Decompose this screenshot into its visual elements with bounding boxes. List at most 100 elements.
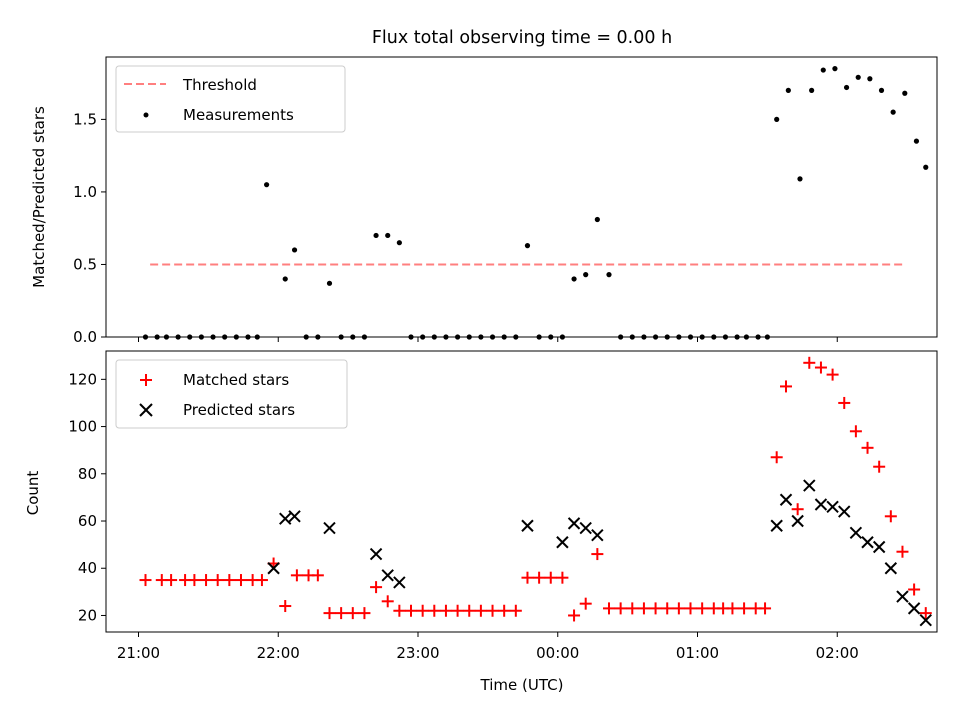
matched-star-point bbox=[626, 602, 639, 615]
x-tick-label: 22:00 bbox=[257, 644, 300, 662]
top-y-axis: 0.0 0.5 1.0 1.5 bbox=[73, 110, 106, 346]
measurement-point bbox=[326, 280, 333, 286]
measurement-point bbox=[855, 74, 861, 80]
measurement-point bbox=[373, 232, 379, 239]
measurement-point bbox=[571, 276, 577, 282]
matched-star-point bbox=[139, 574, 152, 587]
top-chart-title: Flux total observing time = 0.00 h bbox=[372, 28, 672, 48]
predicted-star-point bbox=[267, 562, 280, 575]
y-tick-label: 20 bbox=[78, 606, 97, 624]
matched-star-point bbox=[416, 604, 429, 617]
measurement-point bbox=[832, 66, 838, 72]
measurement-point bbox=[809, 87, 815, 93]
measurement-point bbox=[264, 182, 270, 188]
matched-star-point bbox=[726, 602, 739, 615]
predicted-star-point bbox=[288, 510, 301, 523]
measurement-point bbox=[606, 272, 612, 278]
matched-star-point bbox=[358, 607, 371, 620]
measurement-point bbox=[878, 87, 885, 93]
matched-star-point bbox=[814, 361, 827, 374]
x-tick-label: 01:00 bbox=[676, 644, 719, 662]
matched-star-point bbox=[335, 607, 348, 620]
top-plot-frame bbox=[105, 56, 938, 338]
matched-star-point bbox=[791, 503, 804, 516]
y-tick-label: 1.5 bbox=[73, 110, 97, 128]
measurement-point bbox=[594, 216, 600, 223]
matched-star-point bbox=[311, 569, 324, 582]
y-tick-label: 100 bbox=[68, 418, 97, 436]
bottom-plot-frame bbox=[105, 350, 938, 633]
predicted-star-point bbox=[884, 562, 898, 575]
matched-star-point bbox=[290, 569, 303, 582]
measurement-point bbox=[923, 164, 929, 170]
measurement-point bbox=[902, 90, 908, 96]
matched-star-point bbox=[451, 604, 464, 617]
matched-star-point bbox=[770, 451, 783, 464]
matched-star-point bbox=[509, 604, 522, 617]
matched-star-point bbox=[223, 574, 236, 587]
matched-star-point bbox=[486, 604, 499, 617]
matched-star-point bbox=[393, 604, 406, 617]
predicted-star-point bbox=[849, 526, 863, 540]
matched-star-point bbox=[533, 571, 546, 584]
predicted-star-point bbox=[279, 512, 292, 525]
matched-star-point bbox=[672, 602, 685, 615]
predicted-star-point bbox=[770, 519, 783, 532]
predicted-star-point bbox=[907, 602, 921, 615]
predicted-star-point bbox=[919, 613, 932, 627]
measurement-point bbox=[282, 276, 288, 282]
measurement-point bbox=[385, 232, 391, 239]
matched-star-point bbox=[346, 607, 359, 620]
predicted-star-point bbox=[779, 493, 793, 506]
measurement-point bbox=[890, 109, 896, 115]
predicted-star-point bbox=[381, 569, 394, 582]
legend-predicted-marker bbox=[139, 403, 153, 417]
x-tick-label: 21:00 bbox=[117, 644, 160, 662]
legend-measurements-label: Measurements bbox=[183, 106, 294, 124]
bottom-y-axis: 20 40 60 80 100 120 bbox=[68, 370, 106, 624]
matched-star-point bbox=[696, 602, 709, 615]
y-tick-label: 60 bbox=[78, 512, 97, 530]
predicted-star-point bbox=[556, 536, 569, 549]
matched-star-point bbox=[255, 574, 268, 587]
matched-star-point bbox=[591, 548, 604, 561]
bottom-x-axis: 21:00 22:00 23:00 00:00 01:00 02:00 bbox=[117, 632, 859, 662]
matched-star-point bbox=[165, 574, 178, 587]
bottom-x-axis-label: Time (UTC) bbox=[480, 676, 564, 694]
matched-star-point bbox=[780, 380, 793, 393]
measurement-point bbox=[524, 243, 531, 249]
bottom-y-axis-label: Count bbox=[24, 471, 42, 516]
predicted-star-point bbox=[803, 479, 816, 492]
bottom-plot-marks bbox=[139, 356, 932, 627]
y-tick-label: 0.0 bbox=[73, 328, 97, 346]
top-legend-box bbox=[115, 65, 346, 133]
predicted-star-point bbox=[814, 498, 828, 511]
predicted-star-point bbox=[567, 517, 581, 530]
matched-star-point bbox=[738, 602, 751, 615]
matched-star-point bbox=[908, 583, 921, 596]
measurement-point bbox=[291, 247, 298, 253]
measurement-point bbox=[843, 84, 850, 91]
measurement-point bbox=[774, 116, 780, 122]
legend-matched-label: Matched stars bbox=[183, 371, 289, 389]
predicted-star-point bbox=[791, 514, 804, 528]
predicted-star-point bbox=[521, 519, 534, 532]
measurement-point bbox=[583, 272, 589, 278]
matched-star-point bbox=[826, 368, 839, 381]
measurement-point bbox=[867, 76, 873, 82]
legend-predicted-label: Predicted stars bbox=[183, 401, 295, 419]
matched-star-point bbox=[849, 425, 862, 438]
matched-star-point bbox=[234, 574, 247, 587]
matched-star-point bbox=[200, 574, 213, 587]
predicted-star-point bbox=[872, 540, 886, 554]
predicted-star-point bbox=[861, 536, 874, 549]
matched-star-point bbox=[370, 581, 383, 594]
matched-star-point bbox=[861, 441, 874, 454]
matched-star-point bbox=[474, 604, 487, 617]
matched-star-point bbox=[661, 602, 674, 615]
x-tick-label: 23:00 bbox=[396, 644, 439, 662]
matched-star-point bbox=[684, 602, 697, 615]
matched-star-point bbox=[568, 609, 581, 622]
measurement-point bbox=[797, 176, 803, 182]
predicted-star-point bbox=[369, 547, 383, 561]
